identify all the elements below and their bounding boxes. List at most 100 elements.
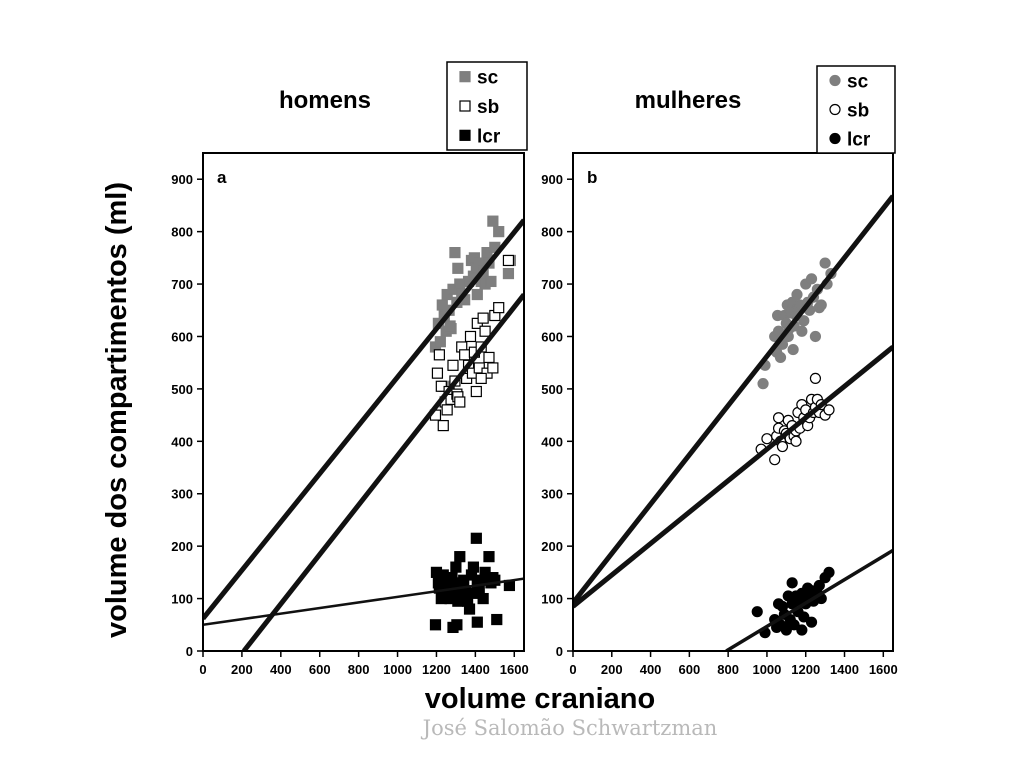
x-tick-label: 1200 (791, 662, 820, 677)
point-sc (757, 378, 769, 390)
legend-label: sc (847, 72, 869, 93)
point-sb (483, 351, 495, 364)
point-sc (449, 247, 461, 259)
plot-area (203, 215, 524, 651)
point-lcr (780, 624, 792, 636)
point-lcr (483, 551, 495, 563)
y-tick-label: 800 (171, 225, 193, 240)
point-lcr (823, 566, 835, 578)
x-tick-label: 1200 (422, 662, 451, 677)
fit-line-sb (241, 292, 524, 651)
x-tick-label: 0 (569, 662, 576, 677)
point-sb (769, 454, 781, 466)
point-sb (431, 367, 444, 379)
y-tick-label: 500 (171, 382, 193, 397)
legend-marker-sc (459, 71, 471, 83)
y-axis-label: volume dos compartimentos (ml) (101, 182, 133, 638)
x-tick-label: 400 (640, 662, 662, 677)
legend: sc sb lcr (816, 65, 896, 154)
x-tick-label: 1000 (752, 662, 781, 677)
x-tick-label: 1600 (500, 662, 529, 677)
y-tick-label: 200 (171, 539, 193, 554)
point-lcr (489, 574, 501, 586)
point-lcr (463, 603, 476, 615)
plot-frame (572, 152, 894, 652)
point-sc (787, 343, 799, 356)
point-sb (475, 372, 487, 385)
point-sb (809, 372, 822, 385)
legend-marker-sc (829, 74, 841, 87)
y-tick-label: 0 (186, 644, 193, 659)
x-tick-label: 1400 (461, 662, 490, 677)
point-sb (447, 359, 459, 371)
point-sb (790, 435, 802, 447)
legend: sc sb lcr (446, 61, 528, 151)
point-lcr (467, 561, 480, 573)
fit-line-sc (573, 194, 893, 605)
fit-line-lcr (203, 577, 524, 627)
point-sb (454, 396, 466, 408)
x-tick-label: 200 (601, 662, 623, 677)
point-lcr (796, 624, 808, 636)
y-tick-label: 400 (171, 434, 193, 449)
y-tick-label: 600 (171, 329, 193, 344)
plot-frame (202, 152, 525, 652)
y-tick-label: 900 (171, 172, 193, 187)
x-tick-label: 1600 (869, 662, 898, 677)
point-lcr (786, 577, 798, 589)
point-sc (819, 257, 831, 269)
point-sc (798, 315, 810, 327)
point-lcr (491, 613, 503, 626)
legend-label: sb (847, 101, 869, 122)
point-lcr (788, 619, 800, 631)
legend-marker-lcr (459, 129, 471, 141)
legend-label: lcr (847, 130, 871, 151)
fit-line-lcr (725, 548, 893, 651)
point-lcr (451, 619, 463, 631)
point-lcr (470, 532, 482, 544)
panel-title: mulheres (635, 87, 742, 114)
x-tick-label: 400 (270, 662, 292, 677)
point-sc (471, 288, 483, 301)
point-sb (441, 404, 453, 416)
point-sb (479, 325, 491, 337)
point-lcr (429, 619, 442, 631)
point-sb (823, 404, 835, 416)
panel-homens: homens 0 100 200 300 400 500 600 700 800 900 0 200 40… (171, 61, 529, 677)
point-lcr (798, 611, 810, 623)
y-tick-label: 100 (171, 592, 193, 607)
point-sc (774, 351, 787, 364)
x-tick-label: 1000 (383, 662, 412, 677)
legend-marker-sb (459, 100, 471, 112)
panel-title: homens (279, 87, 371, 114)
fit-line-sb (573, 345, 893, 609)
legend-label: sc (477, 68, 499, 89)
y-tick-label: 700 (171, 277, 193, 292)
y-tick-label: 900 (541, 172, 563, 187)
point-sc (805, 273, 818, 285)
legend-label: lcr (477, 126, 501, 147)
point-sc (493, 226, 505, 238)
point-sb (776, 440, 789, 453)
panel-mulheres: mulheres 0 100 200 300 400 500 600 700 800 900 0 200… (541, 65, 898, 677)
point-sc (444, 320, 456, 332)
point-sc (815, 299, 827, 311)
point-lcr (446, 572, 458, 584)
point-sb (464, 330, 477, 343)
credit-text: José Salomão Schwartzman (422, 716, 718, 740)
x-tick-label: 600 (679, 662, 701, 677)
point-lcr (805, 616, 818, 628)
y-tick-label: 100 (541, 592, 563, 607)
x-tick-label: 0 (199, 662, 206, 677)
legend-label: sb (477, 97, 499, 118)
point-sb (433, 349, 445, 361)
point-sb (477, 312, 489, 324)
credit-watermark: José Salomão Schwartzman (0, 716, 1024, 740)
point-lcr (813, 579, 825, 592)
x-tick-label: 200 (231, 662, 253, 677)
plot-area (573, 194, 893, 651)
point-sb (470, 385, 482, 398)
x-tick-label: 800 (348, 662, 370, 677)
